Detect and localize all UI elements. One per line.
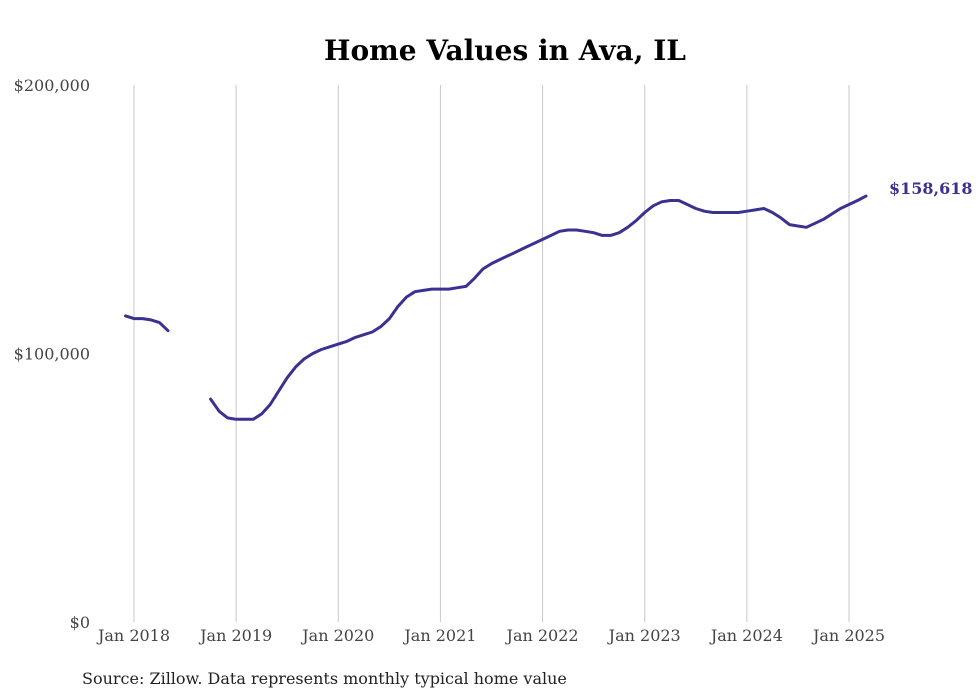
series-lines <box>124 194 868 421</box>
x-tick-label: Jan 2018 <box>96 626 170 645</box>
y-tick-label: $200,000 <box>14 76 90 95</box>
x-tick-label: Jan 2025 <box>811 626 885 645</box>
end-value-label: $158,618 <box>889 179 973 198</box>
x-tick-label: Jan 2024 <box>709 626 783 645</box>
x-tick-label: Jan 2023 <box>607 626 681 645</box>
series-line-segment-0 <box>124 314 170 333</box>
x-tick-label: Jan 2021 <box>402 626 476 645</box>
y-tick-label: $0 <box>70 613 90 632</box>
x-axis-ticks: Jan 2018 Jan 2019 Jan 2020 Jan 2021 Jan 2022… <box>96 626 885 645</box>
x-tick-label: Jan 2020 <box>300 626 374 645</box>
y-axis-ticks: $0 $100,000 $200,000 <box>14 76 90 632</box>
chart-title: Home Values in Ava, IL <box>324 34 686 67</box>
source-note: Source: Zillow. Data represents monthly … <box>82 669 567 688</box>
gridlines <box>133 85 850 622</box>
series-line-segment-1 <box>209 194 868 421</box>
x-tick-label: Jan 2019 <box>198 626 272 645</box>
x-tick-label: Jan 2022 <box>505 626 579 645</box>
y-tick-label: $100,000 <box>14 345 90 364</box>
